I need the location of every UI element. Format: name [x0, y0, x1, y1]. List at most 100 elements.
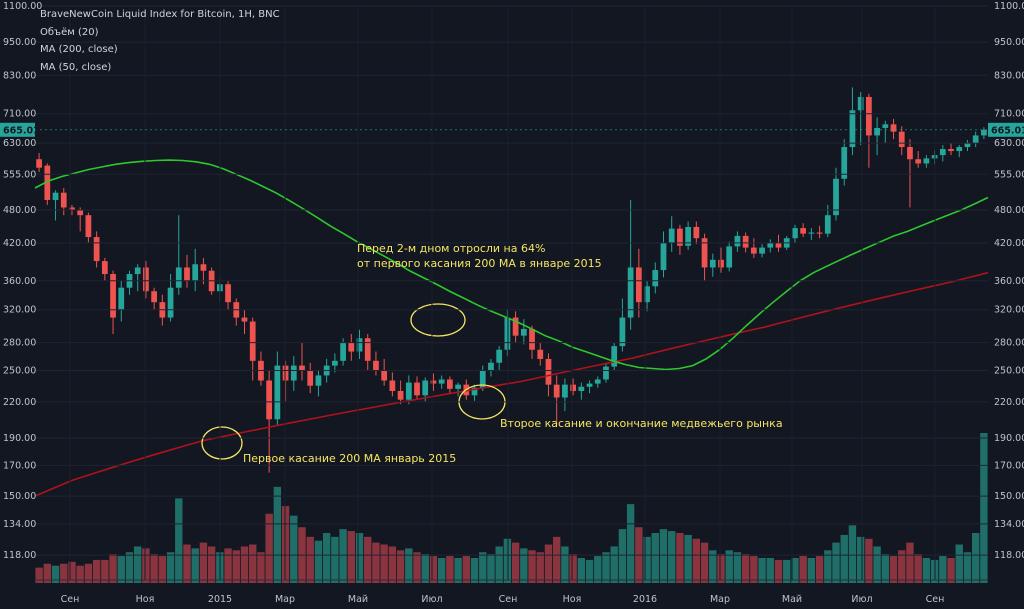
candle-body — [36, 159, 42, 168]
volume-bar — [380, 544, 388, 583]
volume-bar — [257, 552, 265, 583]
volume-bar — [741, 554, 750, 583]
annotation-circle-first-touch — [201, 426, 243, 460]
candle-body — [167, 287, 174, 318]
volume-bar — [405, 548, 413, 583]
current-price-badge-left — [0, 122, 35, 137]
candle-body — [488, 362, 494, 371]
volume-bar — [281, 506, 290, 583]
volume-bar — [446, 556, 454, 583]
volume-bar — [602, 552, 610, 583]
volume-bar — [914, 554, 922, 583]
y-tick-label-left: 250.00 — [3, 365, 36, 376]
volume-bar — [503, 538, 512, 583]
candle-body — [857, 96, 864, 111]
y-tick-label-left: 555.00 — [3, 169, 36, 180]
volume-bar — [511, 542, 520, 583]
volume-bar — [700, 542, 709, 583]
candle-body — [381, 370, 388, 381]
candle-body — [824, 215, 831, 234]
candle-body — [504, 317, 511, 350]
x-tick-label: 2015 — [208, 594, 232, 605]
candle-body — [849, 110, 856, 148]
volume-bar — [709, 550, 717, 583]
y-tick-label-right: 420.00 — [994, 238, 1024, 249]
volume-bar — [68, 561, 76, 583]
volume-bar — [437, 558, 446, 583]
candle-body — [750, 247, 757, 254]
candle-body — [915, 159, 922, 164]
volume-bar — [454, 558, 462, 583]
x-tick-label: 2016 — [633, 594, 657, 605]
candle-body — [939, 149, 946, 156]
candle-body — [101, 261, 108, 275]
volume-bar — [421, 554, 429, 583]
candle-body — [767, 242, 774, 248]
volume-bar — [791, 558, 799, 583]
candle-body — [364, 338, 371, 361]
y-tick-label-left: 360.00 — [3, 276, 36, 287]
volume-bar — [898, 550, 906, 583]
current-price-label-left: 665.01 — [3, 125, 40, 136]
volume-bar — [175, 498, 183, 583]
candle-body — [348, 342, 355, 352]
candle-body — [447, 379, 453, 389]
volume-bar — [51, 565, 60, 583]
volume-bar — [207, 546, 216, 583]
y-tick-label-right: 830.00 — [994, 70, 1024, 81]
volume-bar — [388, 546, 397, 583]
candle-body — [553, 384, 560, 398]
volume-bar — [643, 536, 651, 583]
volume-bar — [470, 558, 479, 583]
volume-bar — [955, 544, 963, 583]
candle-body — [405, 382, 412, 400]
y-tick-label-right: 630.00 — [994, 138, 1024, 149]
candle-body — [701, 238, 708, 268]
ma50-line — [34, 159, 989, 371]
volume-bar — [799, 556, 807, 583]
volume-bar — [766, 558, 774, 583]
candle-body — [192, 264, 199, 281]
y-tick-label-left: 950.00 — [3, 37, 36, 48]
candle-body — [496, 349, 503, 363]
y-tick-label-right: 190.00 — [994, 433, 1024, 444]
volume-bar — [971, 533, 980, 583]
candle-body — [356, 338, 363, 352]
candle-body — [923, 158, 930, 164]
y-tick-label-right: 250.00 — [994, 365, 1024, 376]
candle-body — [948, 149, 954, 152]
candle-body — [956, 147, 963, 152]
y-tick-label-right: 320.00 — [994, 305, 1024, 316]
y-tick-label-left: 710.00 — [3, 109, 36, 120]
volume-bar — [232, 550, 240, 583]
x-tick-label: Май — [782, 594, 802, 605]
volume-bar — [199, 542, 208, 583]
candle-body — [562, 384, 568, 398]
volume-bar — [249, 544, 257, 583]
x-tick-label: Ноя — [136, 594, 155, 605]
candle-body — [668, 228, 675, 243]
volume-bar — [881, 554, 890, 583]
candle-body — [709, 259, 716, 268]
current-price-badge-right — [988, 122, 1024, 137]
candle-body — [677, 228, 683, 246]
moving-averages-layer — [34, 159, 989, 497]
volume-bar — [520, 548, 528, 583]
volume-bar — [536, 552, 544, 583]
candle-body — [841, 147, 848, 179]
candle-body — [389, 380, 396, 391]
volume-bar — [76, 565, 84, 583]
candle-body — [241, 317, 248, 322]
candle-body — [290, 365, 297, 381]
volume-bar — [684, 534, 692, 583]
y-tick-label-left: 220.00 — [3, 397, 36, 408]
volume-bar — [339, 529, 347, 583]
candle-body — [586, 383, 593, 387]
current-price-label-right: 665.01 — [991, 125, 1024, 136]
annotation-first-touch: Первое касание 200 MA январь 2015 — [243, 452, 457, 465]
annotation-second-bottom-line1: Перед 2-м дном отросли на 64% — [357, 242, 546, 255]
y-tick-label-left: 320.00 — [3, 305, 36, 316]
volume-bar — [133, 546, 142, 583]
